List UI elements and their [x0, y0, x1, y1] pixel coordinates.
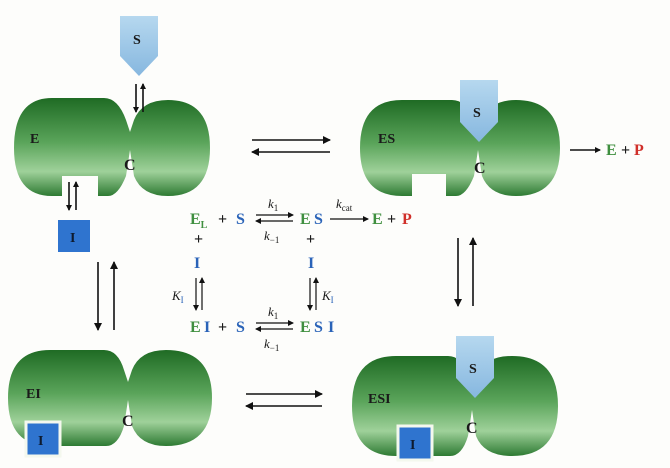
- enzyme-ei-label: EI: [26, 387, 41, 402]
- scheme-i-right: I: [308, 255, 314, 272]
- scheme-row1-s: S: [236, 211, 245, 228]
- active-site-ei: C: [122, 413, 134, 430]
- enzyme-ei: EI C I: [8, 350, 212, 458]
- rate-k1-top: k1: [268, 196, 278, 213]
- inhibitor-i-bound-ei-label: I: [38, 434, 43, 449]
- enzyme-es-body: [360, 100, 560, 196]
- inhibitor-i-free-shape: [58, 220, 90, 252]
- rate-k1-bottom: k1: [268, 304, 278, 321]
- substrate-s-bound-esi-label: S: [469, 362, 477, 377]
- eq-e-es: [251, 136, 331, 156]
- eq-s-e: [133, 83, 146, 113]
- scheme-row1-p: P: [402, 211, 412, 228]
- inhibitor-i-bound-ei: [24, 420, 62, 458]
- substrate-s-free: S: [120, 16, 158, 76]
- inhibitor-i-free-label: I: [70, 231, 75, 246]
- inhibitor-i-bound-esi: [396, 424, 434, 462]
- scheme-plus-right: +: [306, 231, 315, 248]
- substrate-s-free-label: S: [133, 33, 141, 48]
- eq-e-i: [66, 181, 79, 211]
- enzyme-es-label: ES: [378, 132, 395, 147]
- rate-km1-top: k−1: [264, 228, 279, 245]
- scheme-el: EL: [190, 211, 208, 231]
- rate-ki-left: KI: [171, 288, 184, 305]
- product-plus: +: [621, 142, 630, 159]
- active-site-esi: C: [466, 420, 478, 437]
- scheme-plus-left: +: [194, 231, 203, 248]
- scheme-row1-e: E: [372, 211, 383, 228]
- scheme-esi-i: I: [328, 319, 334, 336]
- scheme-es-e: E: [300, 211, 311, 228]
- product-p-label: P: [634, 142, 644, 159]
- scheme-row3-s: S: [236, 319, 245, 336]
- enzyme-e-body: [14, 98, 210, 196]
- enzyme-e: E C: [14, 98, 210, 196]
- substrate-s-bound-es-label: S: [473, 106, 481, 121]
- eq-ei-esi: [245, 390, 323, 410]
- enzyme-e-label: E: [30, 132, 39, 147]
- scheme-esi-s: S: [314, 319, 323, 336]
- substrate-s-bound-esi: [456, 336, 494, 398]
- scheme-row3-plus: +: [218, 319, 227, 336]
- scheme-esi-e: E: [300, 319, 311, 336]
- scheme-es-s: S: [314, 211, 323, 228]
- rate-ki-right: KI: [321, 288, 334, 305]
- enzyme-es: ES C S: [360, 80, 560, 196]
- rate-km1-bottom: k−1: [264, 336, 279, 353]
- scheme-ei-e: E: [190, 319, 201, 336]
- scheme-i-left: I: [194, 255, 200, 272]
- eq-es-esi: [454, 237, 477, 307]
- reaction-scheme: EL + S k1 k−1 E S kcat E + P + + I I KI …: [171, 196, 412, 353]
- enzyme-esi: ESI C S I: [352, 336, 558, 462]
- eq-e-ei: [94, 261, 118, 331]
- product-enzyme-label: E: [606, 142, 617, 159]
- rate-kcat: kcat: [336, 196, 353, 213]
- substrate-s-bound-es: [460, 80, 498, 142]
- scheme-ei-i: I: [204, 319, 210, 336]
- inhibitor-i-bound-esi-label: I: [410, 438, 415, 453]
- scheme-row1-plus: +: [218, 211, 227, 228]
- product-release: E + P: [570, 142, 644, 159]
- enzyme-esi-label: ESI: [368, 392, 391, 407]
- substrate-s-free-shape: [120, 16, 158, 76]
- active-site-es: C: [474, 160, 486, 177]
- inhibitor-i-free: I: [58, 220, 90, 252]
- active-site-e: C: [124, 157, 136, 174]
- scheme-row1-plus2: +: [387, 211, 396, 228]
